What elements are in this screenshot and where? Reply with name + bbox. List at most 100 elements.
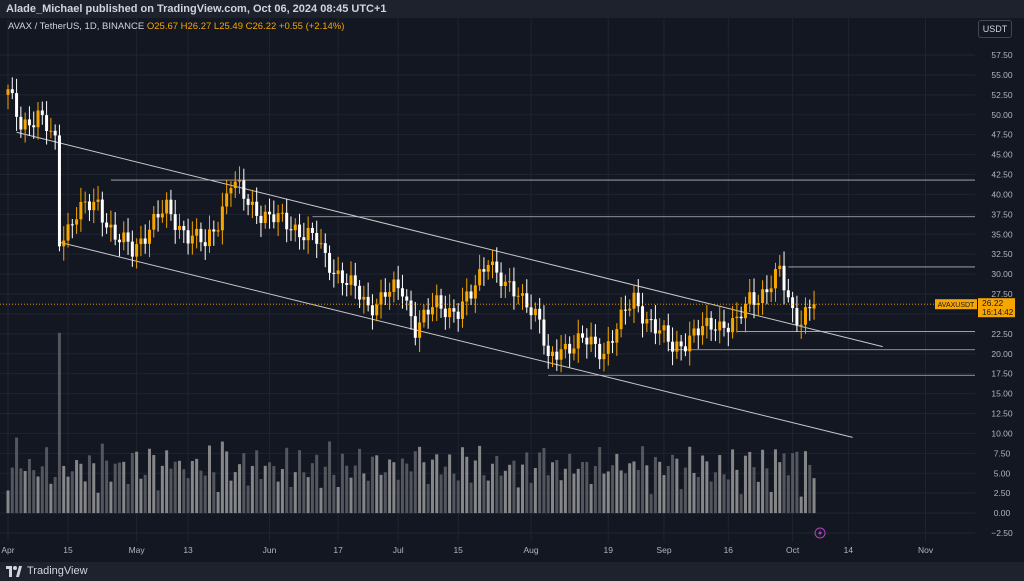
candle-body[interactable] (147, 229, 151, 244)
candle-body[interactable] (349, 275, 353, 285)
candle-body[interactable] (156, 213, 160, 218)
candle-body[interactable] (32, 125, 36, 128)
candle-body[interactable] (392, 279, 396, 292)
candle-body[interactable] (555, 351, 559, 360)
candle-body[interactable] (559, 349, 563, 360)
candle-body[interactable] (216, 230, 220, 232)
candle-body[interactable] (225, 193, 229, 207)
candle-body[interactable] (623, 309, 627, 311)
candle-body[interactable] (713, 329, 717, 331)
candle-body[interactable] (743, 303, 747, 319)
candle-body[interactable] (709, 317, 713, 330)
candle-body[interactable] (143, 238, 147, 244)
candle-body[interactable] (735, 316, 739, 319)
candle-body[interactable] (782, 265, 786, 291)
candle-body[interactable] (212, 229, 216, 232)
candle-body[interactable] (726, 327, 730, 333)
candle-body[interactable] (585, 337, 589, 345)
candle-body[interactable] (460, 301, 464, 319)
candle-body[interactable] (319, 243, 323, 245)
candle-body[interactable] (135, 244, 139, 257)
candle-body[interactable] (396, 279, 400, 289)
candle-body[interactable] (452, 308, 456, 312)
candle-body[interactable] (405, 296, 409, 301)
candle-body[interactable] (315, 232, 319, 244)
candle-body[interactable] (731, 318, 735, 333)
candle-body[interactable] (512, 281, 516, 297)
candle-body[interactable] (165, 199, 169, 214)
candle-body[interactable] (203, 242, 207, 247)
candle-body[interactable] (220, 206, 224, 231)
candle-body[interactable] (195, 228, 199, 236)
candle-body[interactable] (122, 232, 126, 243)
candle-body[interactable] (602, 353, 606, 360)
candle-body[interactable] (366, 296, 370, 306)
candle-body[interactable] (503, 281, 507, 287)
candle-body[interactable] (769, 288, 773, 293)
candle-body[interactable] (208, 229, 212, 247)
channel-trendline[interactable] (16, 131, 883, 348)
candle-body[interactable] (632, 292, 636, 309)
candle-body[interactable] (671, 341, 675, 352)
candle-body[interactable] (15, 93, 19, 117)
candle-body[interactable] (302, 237, 306, 241)
candle-body[interactable] (490, 261, 494, 265)
candle-body[interactable] (53, 130, 57, 136)
candle-body[interactable] (62, 240, 66, 247)
candle-body[interactable] (45, 115, 49, 131)
candle-body[interactable] (19, 116, 23, 130)
candle-body[interactable] (75, 219, 79, 225)
candle-body[interactable] (435, 295, 439, 308)
candle-body[interactable] (529, 307, 533, 316)
price-axis[interactable] (975, 18, 1024, 562)
candle-body[interactable] (388, 291, 392, 297)
candle-body[interactable] (636, 292, 640, 307)
candle-body[interactable] (323, 243, 327, 253)
candle-body[interactable] (675, 341, 679, 352)
candle-body[interactable] (233, 181, 237, 189)
candle-body[interactable] (688, 335, 692, 352)
candle-body[interactable] (358, 285, 362, 300)
candle-body[interactable] (105, 222, 109, 228)
candle-body[interactable] (422, 309, 426, 323)
candle-body[interactable] (336, 270, 340, 274)
candle-body[interactable] (778, 265, 782, 269)
candle-body[interactable] (306, 227, 310, 241)
candle-body[interactable] (413, 316, 417, 338)
candle-body[interactable] (606, 341, 610, 354)
candle-body[interactable] (791, 297, 795, 309)
candle-body[interactable] (199, 228, 203, 243)
candle-body[interactable] (615, 329, 619, 343)
candle-body[interactable] (589, 336, 593, 345)
candle-body[interactable] (383, 292, 387, 297)
candle-body[interactable] (178, 225, 181, 230)
candle-body[interactable] (49, 130, 53, 132)
candle-body[interactable] (96, 199, 100, 202)
candle-body[interactable] (722, 321, 726, 328)
candle-body[interactable] (66, 224, 70, 241)
candle-body[interactable] (572, 348, 576, 354)
candle-body[interactable] (761, 289, 765, 304)
candle-body[interactable] (259, 215, 263, 223)
candle-body[interactable] (289, 229, 293, 231)
candle-body[interactable] (370, 305, 374, 316)
candle-body[interactable] (611, 341, 615, 343)
candle-body[interactable] (152, 213, 156, 230)
candle-body[interactable] (139, 238, 143, 245)
candle-body[interactable] (718, 321, 722, 331)
candle-body[interactable] (581, 333, 585, 338)
candle-body[interactable] (469, 291, 473, 299)
candle-body[interactable] (692, 328, 696, 336)
candle-body[interactable] (276, 213, 280, 223)
chart-area[interactable]: 41.8037.2030.9022.8020.5017.30 57.5055.0… (0, 18, 1024, 562)
candle-body[interactable] (375, 304, 379, 316)
candle-body[interactable] (400, 288, 404, 297)
candle-body[interactable] (542, 319, 546, 346)
candle-body[interactable] (773, 268, 777, 289)
candle-body[interactable] (263, 211, 267, 223)
candle-body[interactable] (482, 269, 486, 272)
candle-body[interactable] (748, 292, 752, 304)
candle-body[interactable] (379, 292, 383, 305)
candle-body[interactable] (679, 341, 683, 347)
candle-body[interactable] (242, 180, 246, 199)
